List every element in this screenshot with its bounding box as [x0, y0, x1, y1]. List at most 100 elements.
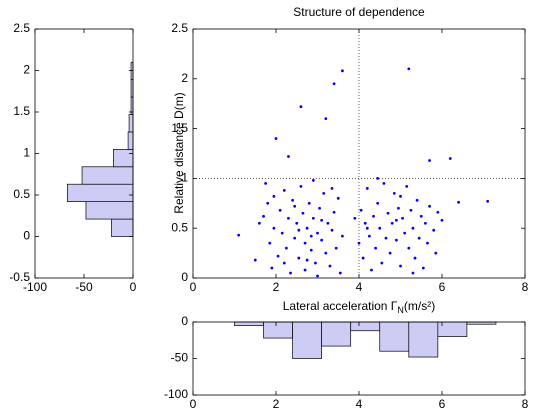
bar	[66, 183, 134, 202]
x-tick-label: 4	[356, 280, 363, 294]
point	[287, 216, 290, 220]
point	[311, 216, 315, 220]
point	[330, 228, 334, 232]
point	[413, 256, 417, 260]
point	[376, 201, 380, 205]
bar	[85, 201, 134, 220]
bar	[128, 114, 134, 133]
point	[316, 231, 319, 235]
y-tick-label: -0.5	[9, 270, 30, 284]
point	[303, 241, 307, 245]
point	[258, 221, 261, 225]
bar	[292, 321, 323, 359]
point	[324, 117, 328, 121]
point	[320, 218, 324, 222]
point	[324, 251, 328, 255]
y-tick-label: 1.5	[13, 104, 30, 118]
point	[365, 186, 369, 190]
y-tick-label: 0	[181, 314, 188, 328]
point	[399, 264, 402, 268]
point	[332, 82, 336, 86]
y-tick-label: 0	[181, 270, 188, 284]
point	[380, 261, 384, 265]
point	[272, 226, 276, 230]
x-tick-label: 6	[439, 280, 446, 294]
point	[270, 266, 274, 270]
point	[264, 181, 268, 185]
bar	[408, 321, 439, 358]
point	[272, 194, 276, 198]
point	[365, 226, 369, 230]
point	[305, 226, 309, 230]
point	[399, 194, 402, 198]
point	[370, 268, 373, 272]
point	[293, 204, 297, 208]
point	[297, 256, 301, 260]
point	[424, 221, 427, 225]
point	[428, 204, 431, 208]
y-tick-label: 1	[23, 146, 30, 160]
point	[297, 228, 301, 232]
point	[266, 201, 270, 205]
plot-area	[193, 29, 525, 278]
point	[434, 251, 438, 255]
point	[353, 216, 357, 220]
point	[357, 241, 361, 245]
y-tick-label: 2.5	[171, 21, 188, 35]
y-tick-label: -100	[164, 387, 188, 401]
point	[394, 218, 398, 222]
point	[415, 198, 419, 202]
point	[419, 214, 423, 218]
point	[440, 218, 444, 222]
point	[405, 184, 409, 188]
point	[326, 221, 330, 225]
point	[372, 214, 375, 218]
bar	[111, 218, 134, 237]
chart-title: Structure of dependence	[293, 5, 425, 19]
point	[359, 208, 363, 212]
point	[314, 261, 317, 265]
point	[411, 226, 415, 230]
point	[328, 264, 332, 268]
point	[332, 210, 336, 214]
point	[282, 261, 286, 265]
point	[341, 234, 344, 238]
bar	[113, 149, 134, 168]
x-axis-label: Lateral acceleration ΓN(m/s²)	[283, 299, 436, 315]
point	[448, 157, 452, 160]
point	[384, 236, 388, 240]
x-tick-label: -50	[75, 280, 93, 294]
y-tick-label: 1	[181, 171, 188, 185]
point	[407, 246, 411, 250]
point	[268, 241, 272, 245]
point	[262, 214, 265, 218]
point	[361, 256, 365, 260]
point	[334, 246, 338, 250]
y-tick-label: 2	[23, 63, 30, 77]
point	[291, 198, 294, 202]
point	[278, 208, 282, 212]
point	[421, 266, 425, 270]
x-tick-label: 8	[522, 280, 529, 294]
y-tick-label: 0.5	[171, 220, 188, 234]
point	[289, 271, 292, 275]
x-tick-label: 6	[439, 397, 446, 411]
bar	[350, 321, 381, 332]
point	[409, 208, 413, 212]
point	[432, 228, 436, 232]
point	[322, 191, 326, 195]
bar	[263, 321, 293, 339]
point	[287, 155, 290, 158]
point	[276, 254, 280, 258]
point	[309, 234, 313, 238]
bar	[379, 321, 410, 352]
point	[392, 191, 396, 195]
point	[411, 271, 415, 275]
x-tick-label: 2	[273, 397, 280, 411]
point	[428, 159, 431, 162]
point	[486, 199, 490, 203]
x-tick-label: 2	[273, 280, 280, 294]
point	[341, 69, 344, 73]
point	[417, 236, 421, 240]
point	[284, 246, 288, 250]
